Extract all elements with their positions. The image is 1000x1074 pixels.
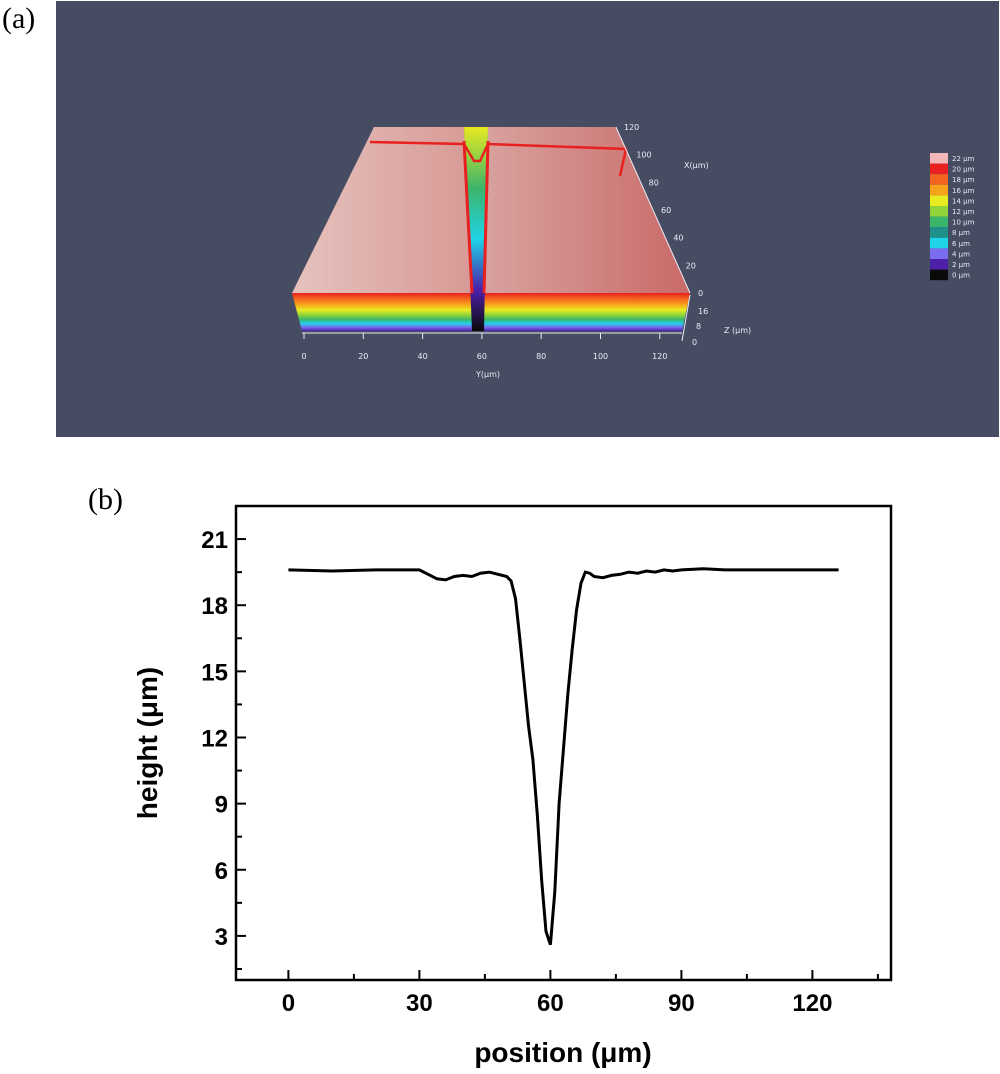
panel-label-a: (a) <box>2 2 36 35</box>
z-tick-label-3d: 16 <box>698 307 708 316</box>
legend-swatch <box>930 237 948 249</box>
legend-swatch <box>930 153 948 164</box>
y-tick-label-3d: 40 <box>418 352 428 361</box>
y-tick-label-3d: 20 <box>358 352 368 361</box>
x-tick-label: 120 <box>792 990 832 1017</box>
z-axis-label-3d: Z (μm) <box>724 326 751 335</box>
groove-edge-left <box>462 140 474 294</box>
x-tick-label: 30 <box>406 990 433 1017</box>
y-tick-label-3d: 0 <box>301 352 306 361</box>
x-tick-label-3d: 80 <box>649 178 659 187</box>
legend-swatch <box>930 248 948 259</box>
panel-label-b: (b) <box>88 483 123 516</box>
legend-label: 18 μm <box>952 176 975 184</box>
y-tick-label-3d: 100 <box>593 352 608 361</box>
legend-swatch <box>930 269 948 281</box>
z-axis-ticks-3d: 0 8 16 <box>692 307 708 347</box>
legend-label: 22 μm <box>952 155 975 163</box>
z-tick-label-3d: 8 <box>696 322 701 331</box>
legend-label: 0 μm <box>952 272 970 280</box>
legend-label: 20 μm <box>952 166 975 174</box>
y-tick-label-3d: 60 <box>477 352 487 361</box>
y-tick-label-3d: 80 <box>536 352 546 361</box>
groove-edge-right <box>482 140 490 294</box>
legend-swatch <box>930 195 948 206</box>
legend-label: 2 μm <box>952 261 970 269</box>
legend-label: 10 μm <box>952 219 975 227</box>
z-tick-label-3d: 0 <box>692 338 697 347</box>
x-axis-label-3d: X(μm) <box>684 161 709 170</box>
y-tick-label-3d: 120 <box>652 352 667 361</box>
legend-swatch <box>930 163 948 175</box>
legend-label: 16 μm <box>952 187 975 195</box>
y-axis-ticks: 3 6 9 12 15 18 21 <box>201 505 246 970</box>
x-axis-ticks: 0 30 60 90 120 <box>282 970 879 1017</box>
x-tick-label-3d: 0 <box>698 289 703 298</box>
y-tick-label: 15 <box>201 659 228 686</box>
legend-label: 4 μm <box>952 250 970 258</box>
legend-label: 14 μm <box>952 197 975 205</box>
slab-front-left <box>292 293 472 331</box>
y-tick-label: 9 <box>215 792 228 819</box>
y-tick-label: 6 <box>215 858 228 885</box>
slab-front-right <box>484 293 690 331</box>
legend-swatch <box>930 216 948 228</box>
x-tick-label-3d: 120 <box>624 123 639 132</box>
x-axis-title: position (μm) <box>474 1037 651 1068</box>
legend-swatch <box>930 259 948 270</box>
y-axis-label-3d: Y(μm) <box>475 370 500 379</box>
legend-swatch <box>930 174 948 185</box>
x-tick-label: 90 <box>668 990 695 1017</box>
y-tick-label: 3 <box>215 924 228 951</box>
height-color-legend: 22 μm 20 μm 18 μm 16 μm 14 μm 12 μm 10 μm 8 μm 6… <box>930 153 975 281</box>
x-axis-line <box>615 126 691 294</box>
x-tick-label: 60 <box>537 990 564 1017</box>
x-axis-ticks-3d: 120 100 80 60 40 20 0 <box>624 123 703 298</box>
y-axis-ticks-3d: 0 20 40 60 80 100 120 <box>301 333 667 361</box>
y-tick-label: 18 <box>201 593 228 620</box>
legend-swatch <box>930 184 948 196</box>
legend-swatch <box>930 227 948 238</box>
z-axis-line <box>681 294 691 342</box>
y-tick-label: 12 <box>201 725 228 752</box>
legend-label: 6 μm <box>952 240 970 248</box>
legend-label: 12 μm <box>952 208 975 216</box>
plot-frame <box>234 504 893 982</box>
x-tick-label-3d: 40 <box>673 234 683 243</box>
height-profile-line <box>288 567 839 946</box>
legend-label: 8 μm <box>952 229 970 237</box>
y-tick-label: 21 <box>201 527 228 554</box>
slab-top-right <box>484 127 690 293</box>
slab-top-left <box>292 127 472 293</box>
x-tick-label-3d: 100 <box>636 151 651 160</box>
x-tick-label-3d: 20 <box>686 261 696 270</box>
y-axis-title: height (μm) <box>132 667 163 819</box>
x-tick-label-3d: 60 <box>661 206 671 215</box>
height-profile-chart: 0 30 60 90 120 3 6 9 12 15 18 21 position (μm) hei… <box>132 504 893 1068</box>
legend-swatch <box>930 206 948 217</box>
x-tick-label: 0 <box>282 990 295 1017</box>
